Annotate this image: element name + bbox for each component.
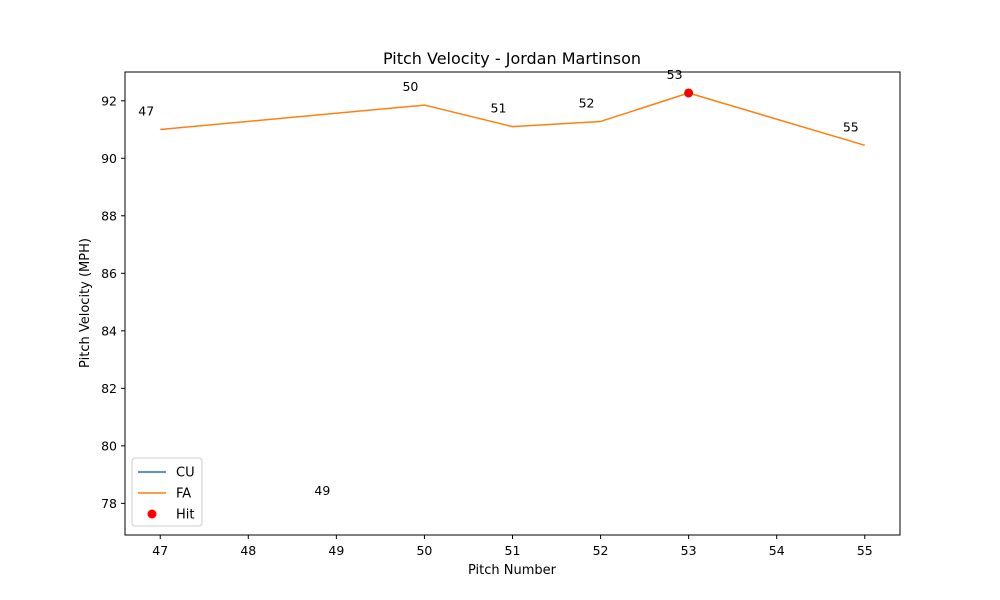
- pitch-number-label: 55: [843, 119, 859, 134]
- x-tick-label: 55: [857, 543, 873, 558]
- legend: CU FA Hit: [131, 457, 203, 527]
- y-axis-label: Pitch Velocity (MPH): [78, 238, 93, 368]
- y-tick-label: 88: [101, 208, 117, 223]
- legend-label-hit: Hit: [176, 508, 194, 523]
- x-tick-label: 54: [769, 543, 785, 558]
- legend-label-cu: CU: [176, 466, 195, 481]
- pitch-number-label: 47: [138, 104, 154, 119]
- plot-area: 47 49 50 51 52 53 55: [124, 67, 901, 536]
- pitch-number-label: 53: [667, 67, 683, 82]
- x-tick-label: 53: [681, 543, 697, 558]
- y-axis: 78 80 82 84 86 88 90 92: [101, 93, 125, 511]
- x-axis-label: Pitch Number: [468, 563, 557, 578]
- x-tick-label: 47: [152, 543, 168, 558]
- x-tick-label: 52: [593, 543, 609, 558]
- x-tick-label: 51: [505, 543, 521, 558]
- legend-swatch-hit: [147, 509, 157, 519]
- x-axis: 47 48 49 50 51 52 53 54 55: [152, 535, 873, 558]
- y-tick-label: 82: [101, 381, 117, 396]
- pitch-number-label: 50: [402, 79, 418, 94]
- pitch-number-label: 49: [314, 483, 330, 498]
- y-tick-label: 84: [101, 323, 117, 338]
- hit-point: [684, 88, 694, 98]
- chart-title: Pitch Velocity - Jordan Martinson: [383, 49, 641, 68]
- y-tick-label: 92: [101, 93, 117, 108]
- x-tick-label: 50: [416, 543, 432, 558]
- plot-frame: [124, 71, 901, 536]
- legend-label-fa: FA: [176, 487, 191, 502]
- x-tick-label: 49: [328, 543, 344, 558]
- x-tick-label: 48: [240, 543, 256, 558]
- legend-box: [131, 457, 203, 527]
- series-line-fa: [160, 92, 865, 147]
- y-tick-label: 78: [101, 496, 117, 511]
- y-tick-label: 80: [101, 438, 117, 453]
- y-tick-label: 86: [101, 266, 117, 281]
- pitch-number-label: 51: [491, 101, 507, 116]
- pitch-number-label: 52: [579, 95, 595, 110]
- y-tick-label: 90: [101, 151, 117, 166]
